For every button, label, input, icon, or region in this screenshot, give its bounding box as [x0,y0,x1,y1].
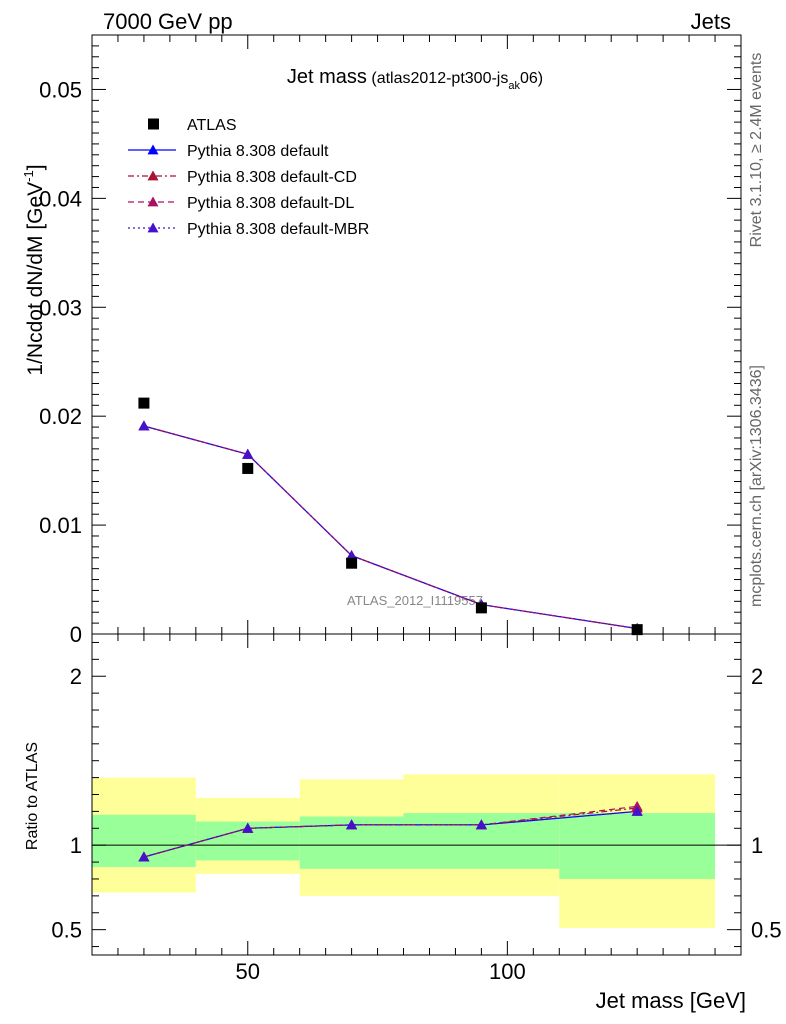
mc-marker-3 [242,448,254,459]
ratio-y-tick-label-right: 1 [751,833,763,858]
ratio-uncertainty-bands [92,774,716,928]
main-y-tick-label: 0 [70,622,82,647]
ratio-y-tick-label-right: 2 [751,664,763,689]
main-axes: 0 0.01 0.02 0.03 0.04 0.05 [39,34,742,647]
main-y-tick-label: 0.03 [39,295,82,320]
main-y-tick-label: 0.05 [39,77,82,102]
mc-marker-3 [138,420,150,431]
ratio-axes: 50 100 0.5 0.5 1 1 2 2 [51,633,782,984]
legend-label-1: Pythia 8.308 default [187,143,329,160]
mc-ratio-marker-3 [138,851,150,862]
main-y-tick-label: 0.02 [39,404,82,429]
side-label-bottom: mcplots.cern.ch [arXiv:1306.3436] [748,365,765,607]
legend-marker-1 [147,144,159,155]
legend-label-0: ATLAS [187,117,237,134]
main-y-axis-label: 1/Ncdot dN/dM [GeV-1] [21,164,47,375]
data-point [242,462,254,474]
mc-ratio-marker-3 [475,819,487,830]
legend-label-4: Pythia 8.308 default-MBR [187,221,369,238]
mc-marker-3 [346,550,358,560]
ratio-y-tick-label: 0.5 [51,918,82,943]
ratio-y-axis-label: Ratio to ATLAS [24,742,41,850]
main-y-tick-label: 0.04 [39,186,82,211]
legend-marker-3 [147,196,159,207]
ratio-y-tick-label: 2 [70,664,82,689]
plot-title-main: Jet mass [287,66,367,88]
main-series [138,397,643,636]
mc-ratio-marker-3 [242,822,254,833]
data-point [475,602,487,614]
legend-label-3: Pythia 8.308 default-DL [187,195,354,212]
header-left: 7000 GeV pp [103,9,233,34]
data-point [138,397,150,409]
x-tick-label: 50 [236,959,260,984]
data-point [346,557,358,569]
legend-marker-atlas [148,118,159,130]
legend-label-2: Pythia 8.308 default-CD [187,169,357,186]
mc-line-3 [143,425,638,630]
plot-title-sub: (atlas2012-pt300-js [371,70,508,87]
main-y-axis-label-close: ] [24,164,47,170]
data-point [631,624,643,636]
main-y-tick-label: 0.01 [39,513,82,538]
green-band-4 [559,813,716,879]
mc-ratio-marker-2 [631,800,643,811]
plot-title-sub-end: 06) [520,70,543,87]
ratio-y-tick-label: 1 [70,833,82,858]
side-label-top: Rivet 3.1.10, ≥ 2.4M events [748,53,765,248]
header-right: Jets [691,9,731,34]
x-axis-label: Jet mass [GeV] [596,988,746,1013]
main-y-axis-label-sup: -1 [21,170,36,182]
legend-marker-4 [147,222,159,233]
x-tick-label: 100 [489,959,526,984]
plot-title-subscript: ak [508,80,520,92]
ratio-series [138,800,643,862]
legend: ATLAS Pythia 8.308 default Pythia 8.308 de… [128,117,369,238]
mc-ratio-marker-3 [346,819,358,830]
ratio-y-tick-label-right: 0.5 [751,918,782,943]
mc-ratio-marker-3 [631,805,643,816]
watermark: ATLAS_2012_I1119557 [347,593,483,608]
plot-title: Jet mass (atlas2012-pt300-jsak06) [287,66,543,92]
main-y-axis-label-text: 1/Ncdot dN/dM [GeV [24,182,47,376]
legend-marker-2 [147,170,159,181]
